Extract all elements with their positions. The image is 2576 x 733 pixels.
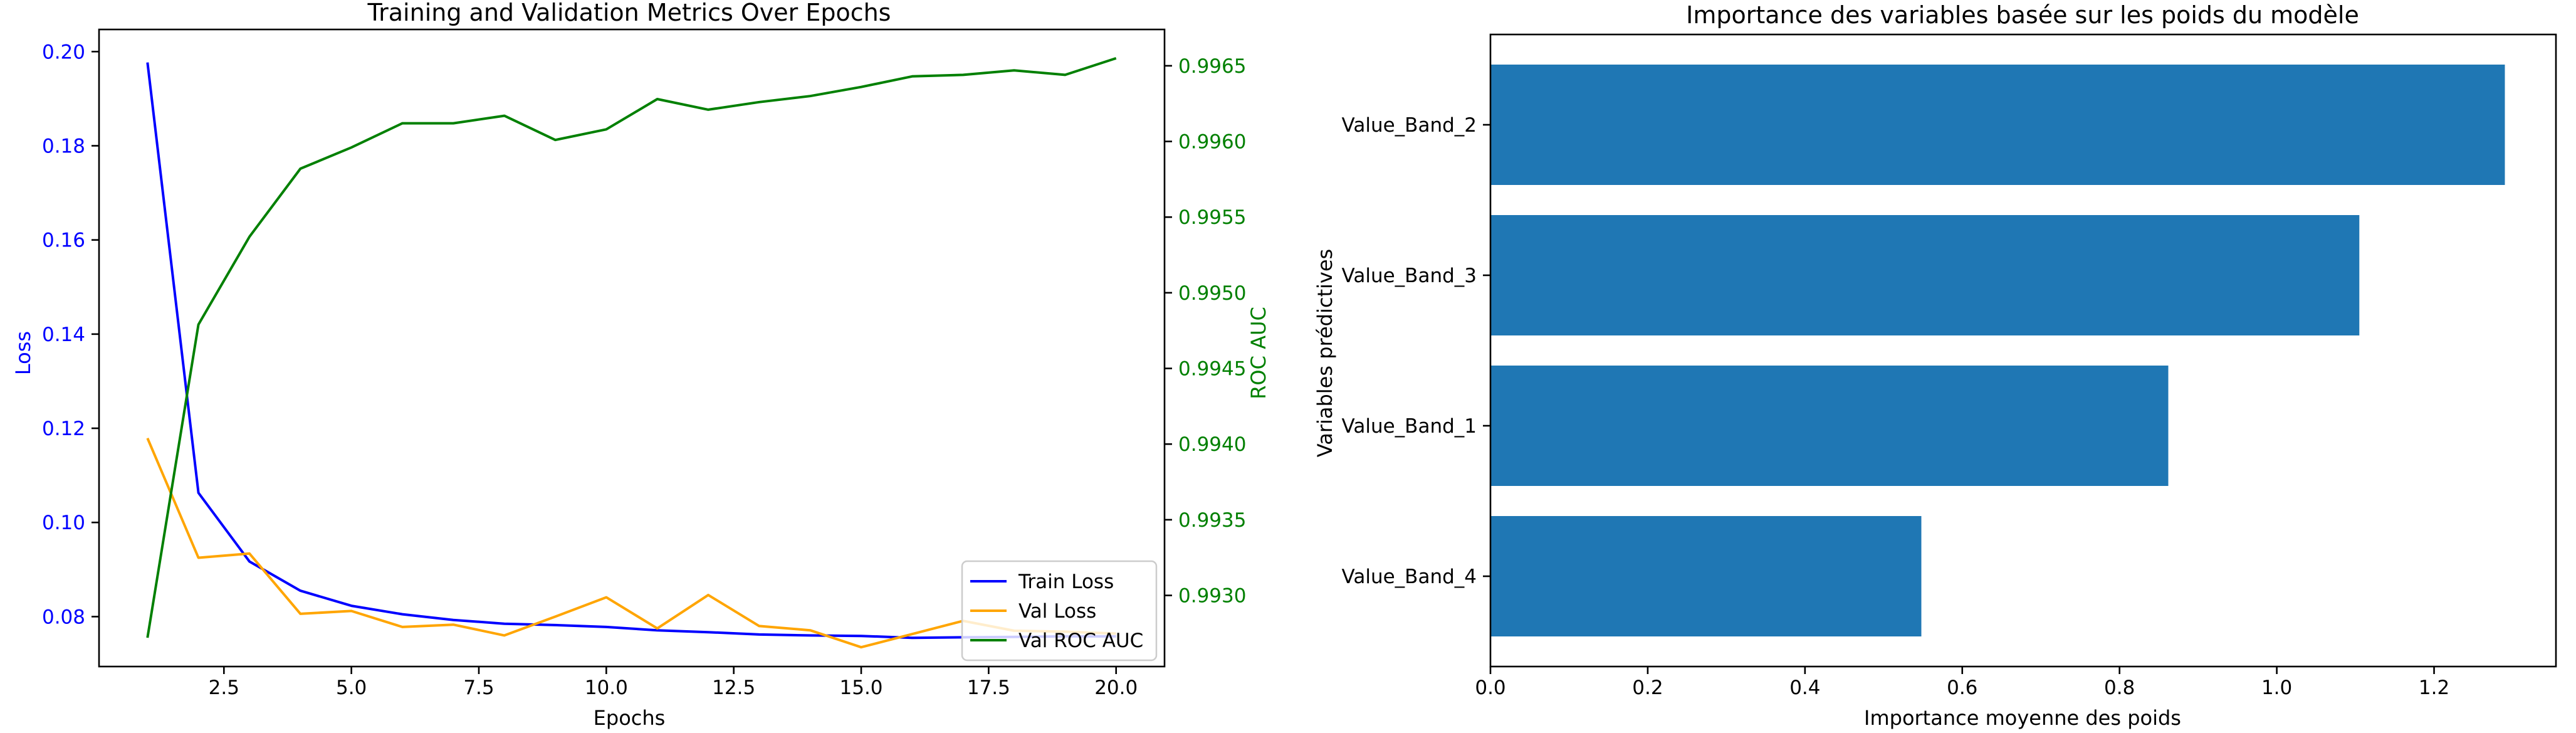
y-tick-label: 0.14 (42, 324, 85, 346)
x-tick-label: 0.4 (1789, 677, 1820, 699)
x-axis-label: Importance moyenne des poids (1864, 706, 2181, 730)
y-tick-label: 0.18 (42, 135, 85, 157)
y-tick-label: Value_Band_4 (1342, 566, 1477, 588)
x-tick-label: 12.5 (712, 677, 755, 699)
y-axis-label: Loss (11, 331, 35, 375)
y-right-tick-label: 0.9955 (1178, 206, 1246, 229)
y-right-tick-label: 0.9945 (1178, 358, 1246, 381)
x-tick-label: 1.2 (2419, 677, 2449, 699)
x-tick-label: 15.0 (840, 677, 883, 699)
legend-box (961, 560, 1158, 662)
y-right-tick-label: 0.9935 (1178, 509, 1246, 532)
x-tick-label: 2.5 (209, 677, 239, 699)
y-right-tick-label: 0.9965 (1178, 55, 1246, 78)
chart-title: Importance des variables basée sur les p… (1686, 1, 2359, 29)
y-right-tick-label: 0.9950 (1178, 282, 1246, 305)
x-tick-label: 20.0 (1094, 677, 1138, 699)
y-right-tick-label: 0.9930 (1178, 585, 1246, 608)
bar-value-band-1 (1490, 366, 2169, 486)
x-tick-label: 5.0 (336, 677, 367, 699)
legend-label-val-loss: Val Loss (1018, 600, 1096, 623)
chart-title: Training and Validation Metrics Over Epo… (367, 0, 891, 26)
x-tick-label: 0.2 (1632, 677, 1663, 699)
y-tick-label: 0.12 (42, 418, 85, 440)
y-tick-label: 0.10 (42, 512, 85, 534)
bar-chart: Importance des variables basée sur les p… (1313, 1, 2557, 730)
series-line-train-loss (146, 62, 1116, 640)
x-tick-label: 0.6 (1947, 677, 1977, 699)
bar-value-band-4 (1490, 516, 1922, 636)
series-line-val-roc-auc (146, 56, 1117, 638)
legend-label-train-loss: Train Loss (1018, 571, 1114, 593)
y-tick-label: Value_Band_2 (1342, 114, 1477, 137)
x-tick-label: 7.5 (463, 677, 494, 699)
y-tick-label: Value_Band_3 (1342, 265, 1477, 287)
plot-frame (98, 28, 1166, 668)
y-tick-label: 0.08 (42, 606, 85, 628)
y-right-tick-label: 0.9940 (1178, 433, 1246, 456)
x-tick-label: 10.0 (585, 677, 628, 699)
y-tick-label: Value_Band_1 (1342, 415, 1477, 438)
x-axis-label: Epochs (594, 706, 666, 730)
line-chart: Training and Validation Metrics Over Epo… (11, 0, 1270, 730)
x-tick-label: 1.0 (2261, 677, 2292, 699)
series-line-val-loss (146, 438, 1116, 649)
x-tick-label: 0.8 (2104, 677, 2135, 699)
y-tick-label: 0.20 (42, 41, 85, 63)
bar-value-band-3 (1490, 215, 2360, 335)
plot-frame (1489, 33, 2557, 668)
x-tick-label: 17.5 (967, 677, 1010, 699)
x-tick-label: 0.0 (1475, 677, 1505, 699)
bar-value-band-2 (1490, 65, 2505, 185)
y-tick-label: 0.16 (42, 229, 85, 252)
y-axis-label-right: ROC AUC (1247, 307, 1270, 399)
y-right-tick-label: 0.9960 (1178, 131, 1246, 154)
legend-label-val-roc-auc: Val ROC AUC (1018, 630, 1143, 652)
y-axis-label: Variables prédictives (1313, 249, 1337, 457)
legend: Train Loss Val Loss Val ROC AUC (961, 560, 1158, 662)
